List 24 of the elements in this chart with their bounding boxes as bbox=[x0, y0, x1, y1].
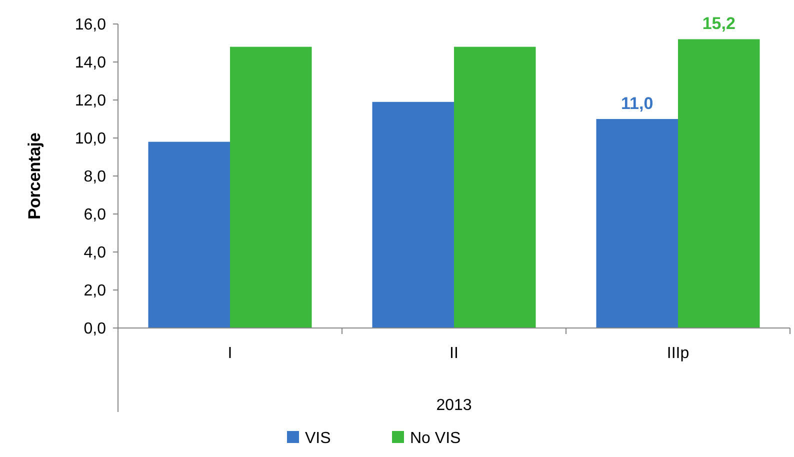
bar bbox=[454, 46, 536, 328]
y-tick-label: 16,0 bbox=[74, 16, 106, 34]
bar bbox=[230, 46, 312, 328]
x-axis-title: 2013 bbox=[436, 397, 472, 414]
y-tick-label: 10,0 bbox=[74, 130, 106, 148]
y-tick-label: 4,0 bbox=[84, 244, 106, 262]
x-tick-label: I bbox=[228, 345, 232, 362]
bar bbox=[678, 39, 760, 328]
y-tick-label: 2,0 bbox=[84, 282, 106, 300]
x-tick-label: II bbox=[450, 345, 458, 362]
bar bbox=[372, 102, 454, 328]
legend-label: VIS bbox=[305, 430, 331, 447]
data-label: 11,0 bbox=[621, 94, 654, 113]
y-tick-label: 0,0 bbox=[84, 320, 106, 338]
x-tick-label: IIIp bbox=[666, 345, 690, 362]
y-tick-label: 8,0 bbox=[84, 168, 106, 186]
y-axis-title: Porcentaje bbox=[25, 132, 44, 220]
data-label: 15,2 bbox=[702, 14, 736, 34]
y-tick-label: 6,0 bbox=[84, 206, 106, 224]
y-tick-label: 12,0 bbox=[74, 92, 106, 110]
bar bbox=[596, 119, 678, 328]
legend-label: No VIS bbox=[410, 430, 461, 447]
y-tick-label: 14,0 bbox=[74, 54, 106, 72]
bar bbox=[148, 142, 230, 328]
